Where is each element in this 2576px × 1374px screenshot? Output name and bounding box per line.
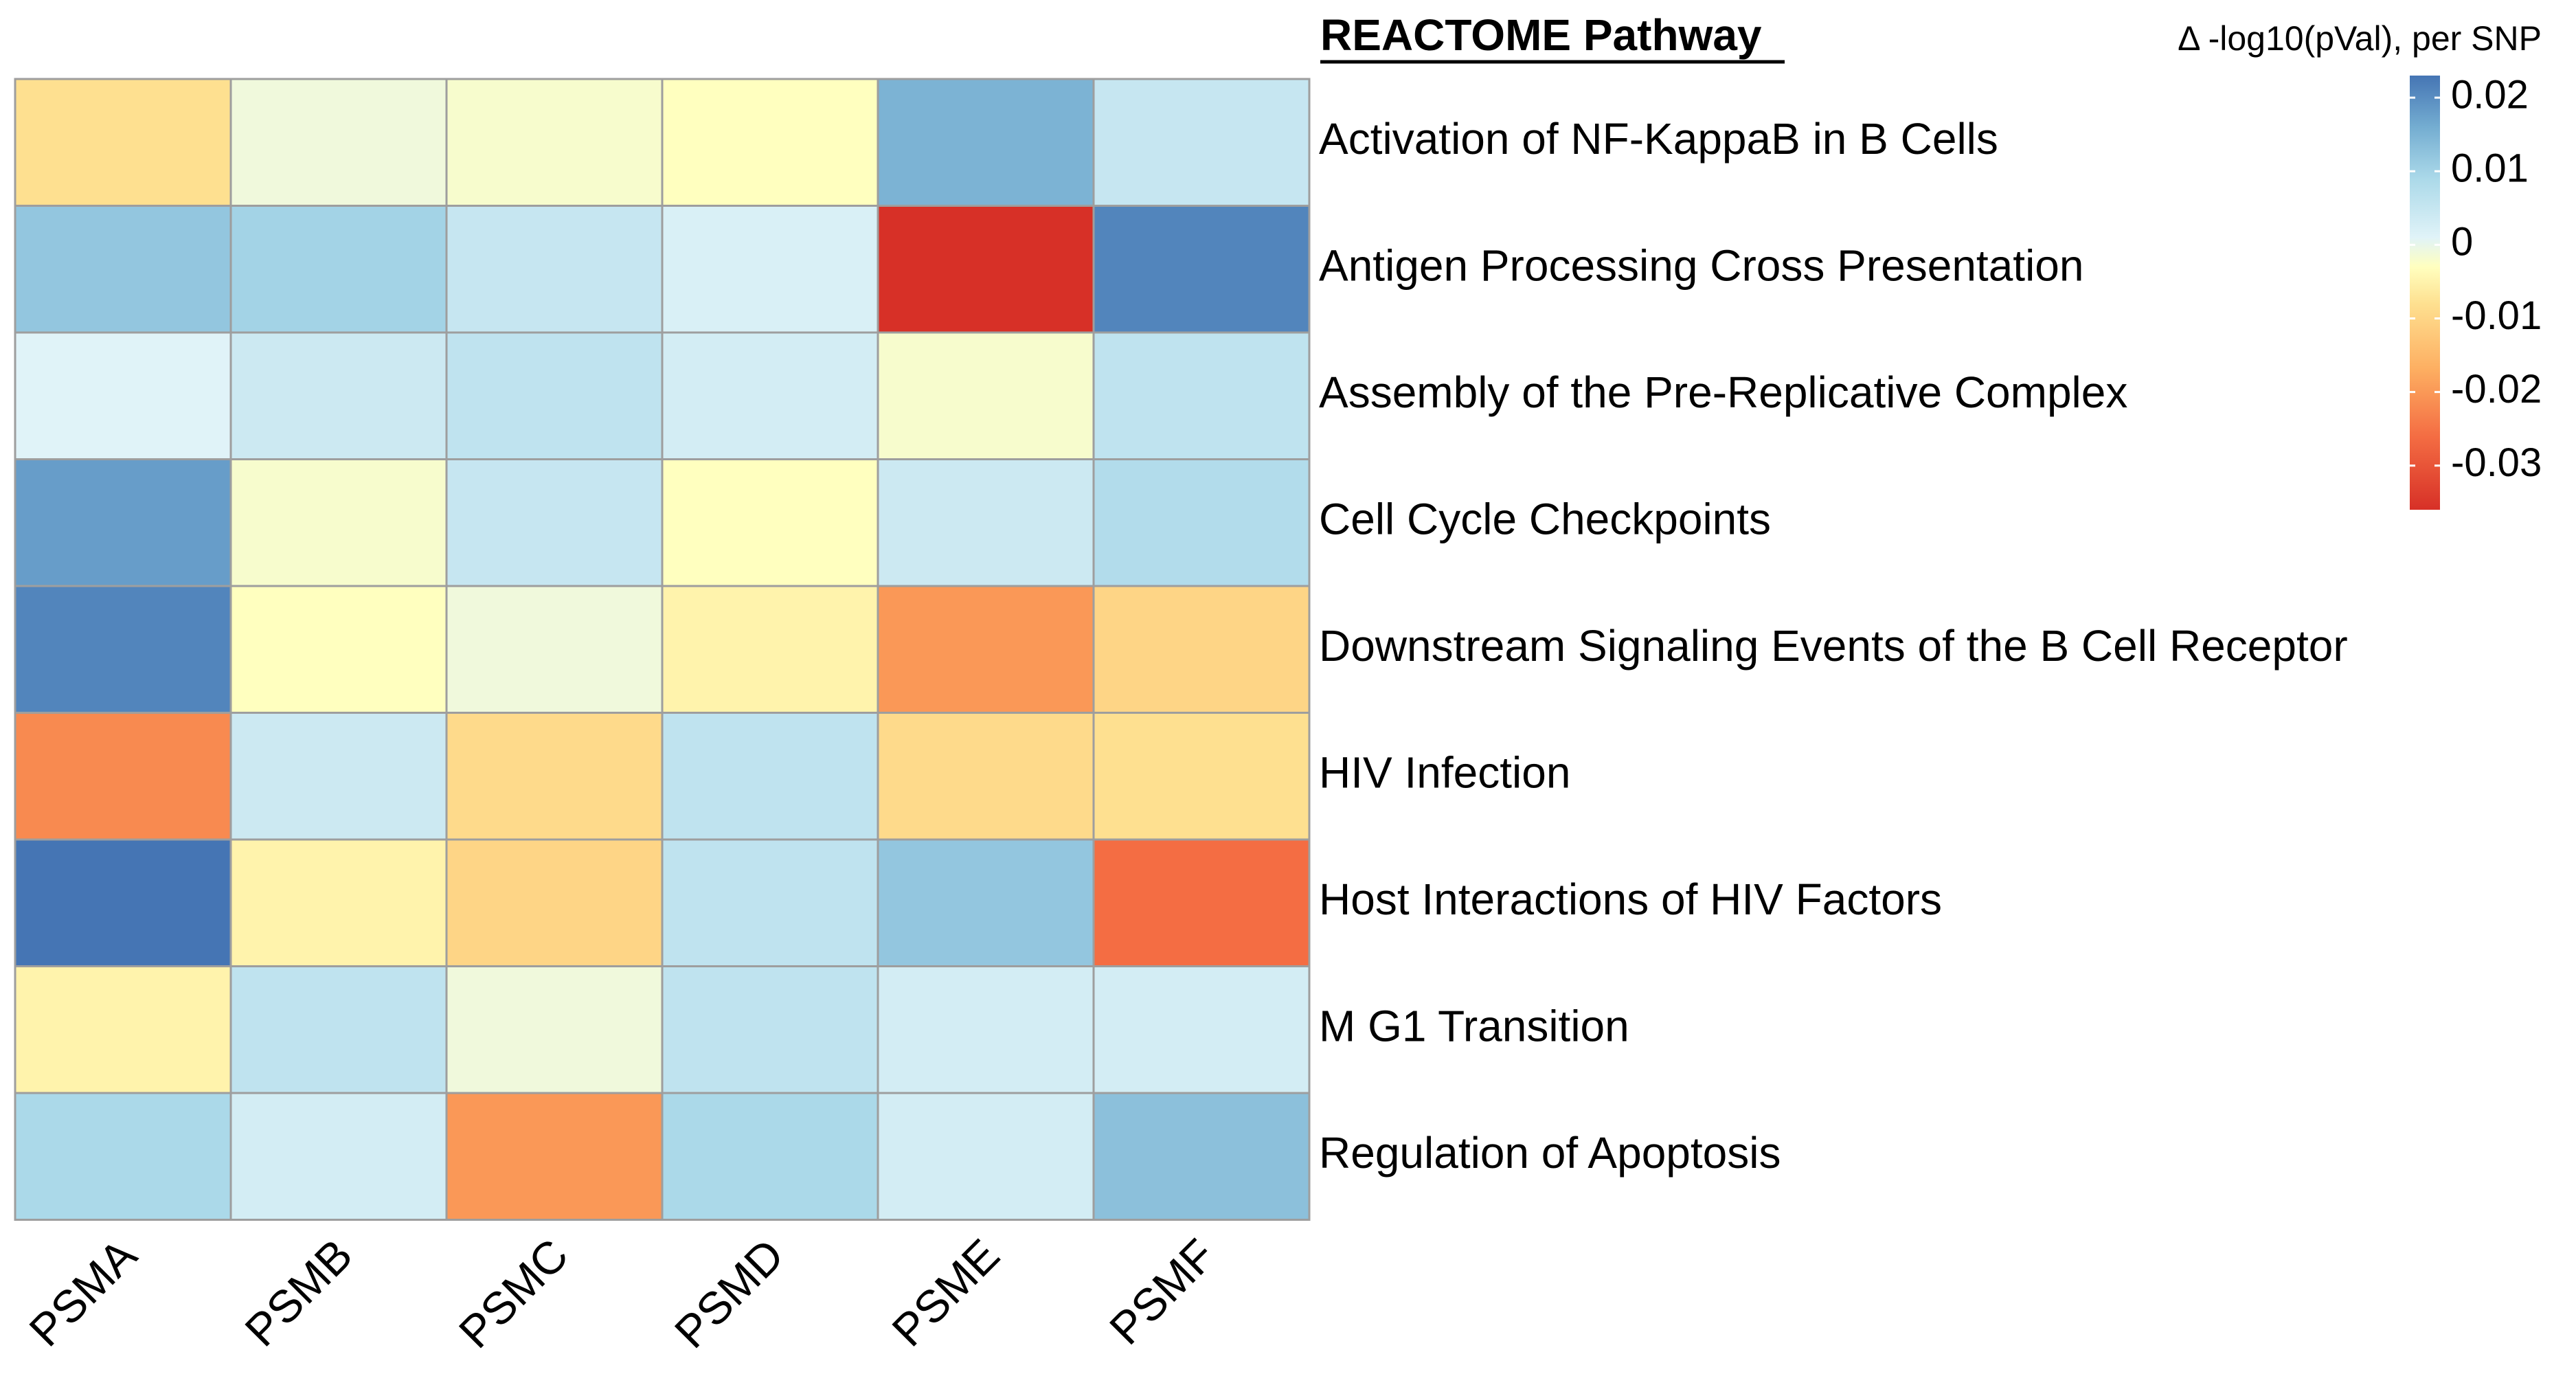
row-label: Assembly of the Pre-Replicative Complex — [1319, 368, 2127, 417]
column-label: PSMF — [1100, 1229, 1225, 1354]
heatmap-cell — [877, 458, 1095, 587]
title-group: REACTOME Pathway — [1320, 10, 1785, 64]
heatmap-cell — [1092, 712, 1311, 841]
heatmap-cell — [661, 331, 879, 460]
heatmap-cell — [1092, 585, 1311, 714]
heatmap-cell — [661, 78, 879, 207]
legend-tick-label: -0.03 — [2451, 440, 2542, 485]
heatmap-cell — [877, 1092, 1095, 1221]
row-labels: Activation of NF-KappaB in B Cells Antige… — [1319, 114, 2348, 1178]
row-label: HIV Infection — [1319, 748, 1570, 798]
heatmap-cell — [445, 712, 664, 841]
legend-tick-label: -0.02 — [2451, 367, 2542, 412]
heatmap-cell — [14, 585, 232, 714]
heatmap-cell — [14, 458, 232, 587]
legend-tick-label: 0.01 — [2451, 146, 2529, 191]
heatmap-cell — [229, 205, 448, 334]
row-label: Regulation of Apoptosis — [1319, 1128, 1781, 1178]
heatmap-cell — [661, 585, 879, 714]
heatmap-cell — [14, 1092, 232, 1221]
heatmap-cell — [229, 838, 448, 967]
heatmap-cell — [1092, 331, 1311, 460]
heatmap-cell — [14, 838, 232, 967]
heatmap-cell — [229, 965, 448, 1094]
heatmap-cell — [445, 331, 664, 460]
heatmap-cell — [1092, 78, 1311, 207]
heatmap-cell — [1092, 965, 1311, 1094]
legend-tick-label: 0.02 — [2451, 72, 2529, 117]
legend-title: Δ -log10(pVal), per SNP — [2178, 19, 2542, 58]
row-label: Antigen Processing Cross Presentation — [1319, 241, 2083, 291]
heatmap-cell — [1092, 458, 1311, 587]
heatmap-cell — [877, 78, 1095, 207]
heatmap-cell — [1092, 838, 1311, 967]
heatmap-cell — [229, 458, 448, 587]
heatmap-cell — [229, 1092, 448, 1221]
heatmap-cell — [877, 712, 1095, 841]
heatmap-cell — [877, 965, 1095, 1094]
column-label: PSMD — [665, 1229, 793, 1358]
legend-ticks: 0.02 0.01 0 -0.01 -0.02 -0.03 — [2410, 72, 2542, 485]
legend-tick-label: 0 — [2451, 220, 2473, 264]
heatmap-cell — [877, 205, 1095, 334]
heatmap-cell — [445, 1092, 664, 1221]
heatmap-cell — [445, 838, 664, 967]
heatmap-cell — [877, 331, 1095, 460]
legend-color-bar — [2410, 76, 2440, 510]
heatmap-cell — [1092, 1092, 1311, 1221]
color-legend: Δ -log10(pVal), per SNP 0.02 0.01 0 -0.01 -0… — [2178, 19, 2542, 510]
heatmap-cell — [445, 205, 664, 334]
heatmap-cell — [661, 205, 879, 334]
heatmap-cell — [14, 965, 232, 1094]
heatmap-cell — [14, 78, 232, 207]
row-label: Activation of NF-KappaB in B Cells — [1319, 114, 1998, 164]
heatmap-cell — [661, 712, 879, 841]
heatmap-cell — [14, 331, 232, 460]
heatmap-cell — [229, 712, 448, 841]
heatmap-cells — [14, 78, 1311, 1221]
heatmap-cell — [1092, 205, 1311, 334]
heatmap-cell — [661, 965, 879, 1094]
heatmap-cell — [445, 965, 664, 1094]
column-label: PSME — [882, 1229, 1009, 1356]
heatmap-cell — [661, 458, 879, 587]
column-labels: PSMA PSMB PSMC PSMD PSME PSMF — [19, 1229, 1225, 1358]
heatmap-cell — [445, 458, 664, 587]
heatmap-cell — [877, 585, 1095, 714]
heatmap-cell — [14, 205, 232, 334]
column-label: PSMB — [235, 1229, 362, 1356]
heatmap-cell — [229, 585, 448, 714]
row-label: M G1 Transition — [1319, 1002, 1629, 1051]
row-label: Host Interactions of HIV Factors — [1319, 875, 1942, 924]
chart-title: REACTOME Pathway — [1320, 10, 1762, 60]
heatmap-cell — [877, 838, 1095, 967]
heatmap-cell — [445, 585, 664, 714]
heatmap-cell — [661, 838, 879, 967]
heatmap-cell — [661, 1092, 879, 1221]
row-label: Cell Cycle Checkpoints — [1319, 495, 1771, 544]
heatmap-cell — [229, 78, 448, 207]
column-label: PSMA — [19, 1229, 146, 1356]
legend-tick-label: -0.01 — [2451, 293, 2542, 338]
row-label: Downstream Signaling Events of the B Cel… — [1319, 621, 2348, 671]
heatmap-cell — [14, 712, 232, 841]
heatmap-cell — [229, 331, 448, 460]
heatmap-cell — [445, 78, 664, 207]
column-label: PSMC — [449, 1229, 578, 1358]
